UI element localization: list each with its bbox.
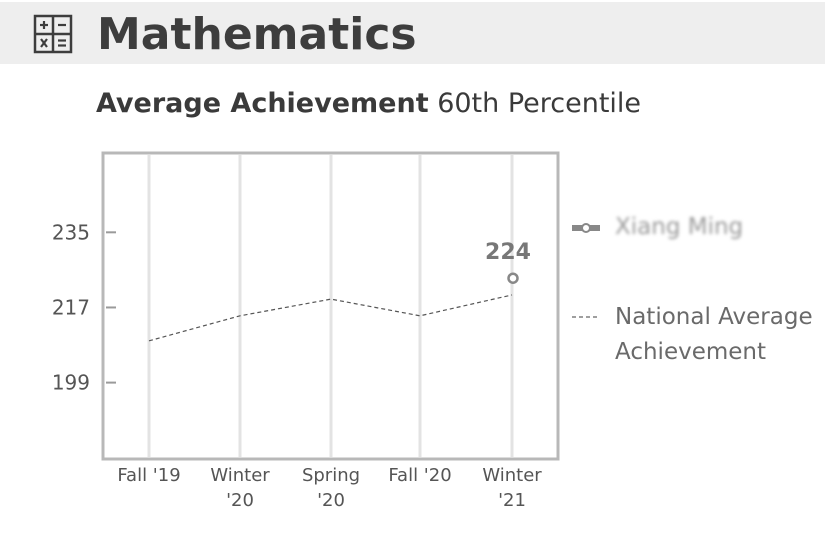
x-tick-label: '21	[498, 490, 526, 511]
chart-title-percentile: 60th Percentile	[437, 88, 642, 119]
student-data-point	[507, 272, 519, 284]
calculator-icon	[33, 14, 73, 54]
x-tick-label: Spring	[302, 465, 360, 486]
legend-label-national: National Average Achievement	[615, 304, 813, 365]
x-tick-label: Fall '20	[388, 465, 451, 486]
page-title: Mathematics	[97, 9, 417, 60]
x-tick-label: '20	[317, 490, 345, 511]
legend-dashed-line-icon	[572, 316, 600, 318]
student-data-label: 224	[485, 240, 531, 265]
y-tick-label: 235	[52, 220, 90, 244]
x-tick-label: '20	[226, 490, 254, 511]
x-tick-label: Winter	[210, 465, 270, 486]
chart-title: Average Achievement 60th Percentile	[96, 86, 641, 122]
plot-frame	[101, 151, 560, 461]
national-average-line	[148, 294, 513, 342]
legend-marker-icon	[572, 223, 600, 233]
legend-label-student: Xiang Ming	[615, 214, 744, 240]
y-tick-label: 199	[52, 371, 90, 395]
x-tick-label: Fall '19	[117, 465, 180, 486]
chart-title-bold: Average Achievement	[96, 88, 429, 119]
x-tick-label: Winter	[482, 465, 542, 486]
y-tick-label: 217	[52, 295, 90, 319]
subject-header: Mathematics	[0, 2, 825, 64]
